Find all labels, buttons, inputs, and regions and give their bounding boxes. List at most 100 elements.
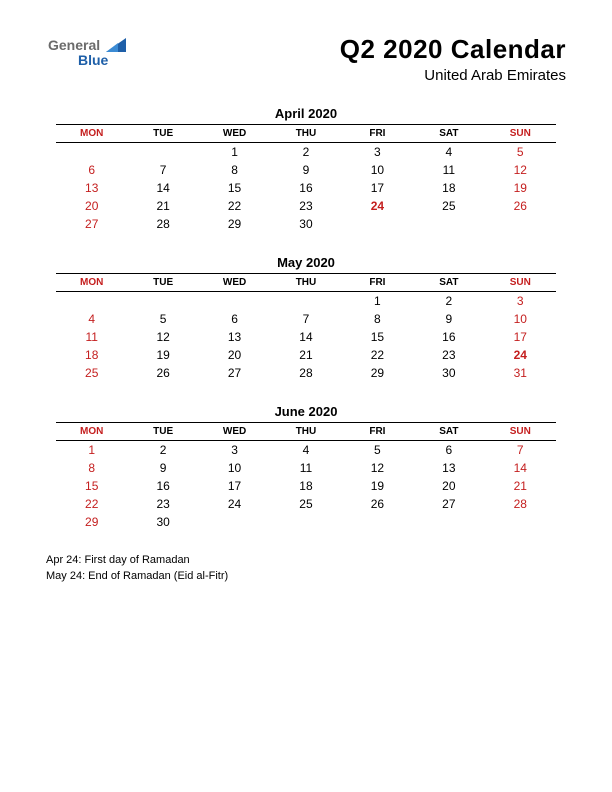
day-cell: 27	[56, 215, 127, 233]
day-cell: 8	[342, 310, 413, 328]
day-header: TUE	[127, 423, 198, 441]
day-header: WED	[199, 274, 270, 292]
week-row: 22232425262728	[56, 495, 556, 513]
calendar-month: May 2020MONTUEWEDTHUFRISATSUN12345678910…	[56, 255, 556, 382]
day-cell: 11	[413, 161, 484, 179]
day-cell: 7	[485, 441, 556, 460]
day-cell: 8	[56, 459, 127, 477]
day-cell: 23	[127, 495, 198, 513]
week-row: 6789101112	[56, 161, 556, 179]
day-cell: 2	[270, 143, 341, 162]
day-cell: 28	[485, 495, 556, 513]
week-row: 18192021222324	[56, 346, 556, 364]
day-cell: 2	[127, 441, 198, 460]
day-cell	[485, 215, 556, 233]
day-cell: 20	[199, 346, 270, 364]
day-cell: 12	[127, 328, 198, 346]
holiday-notes: Apr 24: First day of RamadanMay 24: End …	[40, 553, 572, 585]
day-header: THU	[270, 423, 341, 441]
day-cell: 4	[270, 441, 341, 460]
day-cell: 9	[127, 459, 198, 477]
day-cell	[413, 215, 484, 233]
day-cell	[485, 513, 556, 531]
day-cell: 12	[485, 161, 556, 179]
holiday-note-line: Apr 24: First day of Ramadan	[46, 553, 572, 569]
day-header: TUE	[127, 274, 198, 292]
day-cell: 1	[56, 441, 127, 460]
day-cell: 11	[56, 328, 127, 346]
day-header: MON	[56, 423, 127, 441]
day-cell: 4	[413, 143, 484, 162]
day-cell: 10	[485, 310, 556, 328]
day-cell: 28	[270, 364, 341, 382]
day-cell	[270, 292, 341, 311]
day-cell: 28	[127, 215, 198, 233]
day-header: SUN	[485, 125, 556, 143]
day-header: SAT	[413, 125, 484, 143]
day-cell: 25	[413, 197, 484, 215]
week-row: 1234567	[56, 441, 556, 460]
calendars-container: April 2020MONTUEWEDTHUFRISATSUN123456789…	[40, 106, 572, 531]
logo-line2: Blue	[78, 53, 126, 68]
day-cell: 6	[199, 310, 270, 328]
day-header: SUN	[485, 423, 556, 441]
day-cell: 27	[413, 495, 484, 513]
day-cell	[270, 513, 341, 531]
day-cell: 19	[127, 346, 198, 364]
page-subtitle: United Arab Emirates	[40, 67, 566, 84]
week-row: 27282930	[56, 215, 556, 233]
day-cell: 23	[413, 346, 484, 364]
day-header: FRI	[342, 125, 413, 143]
day-cell: 5	[485, 143, 556, 162]
day-cell: 30	[413, 364, 484, 382]
month-title: May 2020	[56, 255, 556, 270]
week-row: 13141516171819	[56, 179, 556, 197]
day-cell: 21	[485, 477, 556, 495]
day-cell: 5	[342, 441, 413, 460]
month-title: June 2020	[56, 404, 556, 419]
day-cell: 27	[199, 364, 270, 382]
day-header: MON	[56, 274, 127, 292]
day-cell: 20	[56, 197, 127, 215]
day-cell: 19	[485, 179, 556, 197]
week-row: 2930	[56, 513, 556, 531]
day-cell: 19	[342, 477, 413, 495]
day-cell: 16	[413, 328, 484, 346]
day-cell: 1	[342, 292, 413, 311]
week-row: 11121314151617	[56, 328, 556, 346]
day-header: SAT	[413, 423, 484, 441]
day-cell: 25	[270, 495, 341, 513]
logo: General Blue	[48, 38, 126, 67]
day-cell: 18	[56, 346, 127, 364]
day-cell: 13	[56, 179, 127, 197]
day-cell: 13	[413, 459, 484, 477]
day-cell	[342, 215, 413, 233]
day-cell: 2	[413, 292, 484, 311]
day-cell: 6	[56, 161, 127, 179]
month-table: MONTUEWEDTHUFRISATSUN1234567891011121314…	[56, 124, 556, 233]
week-row: 45678910	[56, 310, 556, 328]
day-cell: 22	[199, 197, 270, 215]
week-row: 891011121314	[56, 459, 556, 477]
day-header: SUN	[485, 274, 556, 292]
day-cell: 21	[127, 197, 198, 215]
day-cell: 17	[342, 179, 413, 197]
day-cell	[342, 513, 413, 531]
day-cell	[56, 143, 127, 162]
month-table: MONTUEWEDTHUFRISATSUN1234567891011121314…	[56, 273, 556, 382]
day-cell: 7	[127, 161, 198, 179]
day-cell: 10	[342, 161, 413, 179]
day-cell: 29	[199, 215, 270, 233]
calendar-month: April 2020MONTUEWEDTHUFRISATSUN123456789…	[56, 106, 556, 233]
day-cell: 30	[127, 513, 198, 531]
day-cell	[127, 292, 198, 311]
day-cell: 26	[485, 197, 556, 215]
day-header: MON	[56, 125, 127, 143]
logo-triangle-icon	[106, 38, 126, 55]
week-row: 123	[56, 292, 556, 311]
week-row: 15161718192021	[56, 477, 556, 495]
day-cell: 13	[199, 328, 270, 346]
day-cell: 16	[270, 179, 341, 197]
day-cell: 6	[413, 441, 484, 460]
day-cell: 15	[342, 328, 413, 346]
